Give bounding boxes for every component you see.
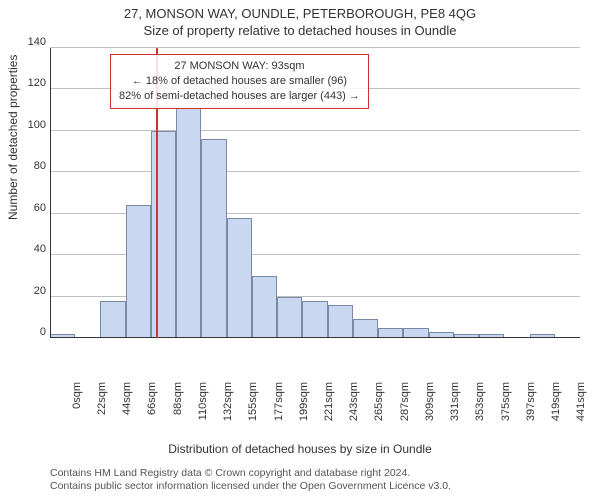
y-tick-label: 60: [20, 202, 46, 214]
y-tick-label: 140: [20, 36, 46, 48]
x-tick-label: 331sqm: [449, 382, 461, 430]
histogram-bar: [302, 301, 327, 338]
x-tick-label: 353sqm: [474, 382, 486, 430]
x-tick-label: 22sqm: [96, 382, 108, 430]
histogram-bar: [252, 276, 277, 338]
x-tick-label: 155sqm: [247, 382, 259, 430]
gridline: [50, 171, 580, 172]
histogram-bar: [151, 131, 176, 338]
x-tick-label: 419sqm: [550, 382, 562, 430]
chart-container: 27, MONSON WAY, OUNDLE, PETERBOROUGH, PE…: [0, 0, 600, 500]
x-tick-label: 441sqm: [575, 382, 587, 430]
histogram-bar: [227, 218, 252, 338]
x-tick-label: 397sqm: [525, 382, 537, 430]
histogram-bar: [201, 139, 226, 338]
footer-line-1: Contains HM Land Registry data © Crown c…: [50, 467, 451, 481]
footer-attribution: Contains HM Land Registry data © Crown c…: [50, 467, 451, 494]
x-tick-label: 243sqm: [348, 382, 360, 430]
x-tick-label: 199sqm: [298, 382, 310, 430]
x-tick-label: 0sqm: [71, 382, 83, 430]
y-tick-label: 0: [20, 326, 46, 338]
histogram-bar: [277, 297, 302, 338]
annotation-line: 27 MONSON WAY: 93sqm: [119, 59, 360, 74]
x-tick-label: 177sqm: [273, 382, 285, 430]
x-tick-label: 265sqm: [373, 382, 385, 430]
gridline: [50, 130, 580, 131]
annotation-line: ← 18% of detached houses are smaller (96…: [119, 74, 360, 89]
title-sub: Size of property relative to detached ho…: [0, 21, 600, 40]
plot-area: 0204060801001201400sqm22sqm44sqm66sqm88s…: [50, 48, 580, 398]
histogram-bar: [126, 205, 151, 338]
x-tick-label: 88sqm: [172, 382, 184, 430]
x-axis: [50, 337, 580, 338]
x-tick-label: 66sqm: [146, 382, 158, 430]
histogram-bar: [100, 301, 125, 338]
x-tick-label: 110sqm: [197, 382, 209, 430]
y-tick-label: 120: [20, 77, 46, 89]
y-tick-label: 100: [20, 119, 46, 131]
x-axis-label: Distribution of detached houses by size …: [0, 442, 600, 456]
annotation-line: 82% of semi-detached houses are larger (…: [119, 89, 360, 104]
gridline: [50, 47, 580, 48]
x-tick-label: 44sqm: [121, 382, 133, 430]
x-tick-label: 221sqm: [323, 382, 335, 430]
y-tick-label: 20: [20, 285, 46, 297]
x-tick-label: 287sqm: [399, 382, 411, 430]
y-tick-label: 40: [20, 243, 46, 255]
footer-line-2: Contains public sector information licen…: [50, 480, 451, 494]
histogram-bar: [176, 108, 201, 338]
y-tick-label: 80: [20, 160, 46, 172]
y-axis: [50, 48, 51, 338]
title-main: 27, MONSON WAY, OUNDLE, PETERBOROUGH, PE…: [0, 0, 600, 21]
x-tick-label: 309sqm: [424, 382, 436, 430]
histogram-bar: [353, 319, 378, 338]
x-tick-label: 132sqm: [222, 382, 234, 430]
y-axis-label: Number of detached properties: [6, 55, 20, 220]
histogram-bar: [328, 305, 353, 338]
annotation-box: 27 MONSON WAY: 93sqm← 18% of detached ho…: [110, 54, 369, 109]
x-tick-label: 375sqm: [500, 382, 512, 430]
